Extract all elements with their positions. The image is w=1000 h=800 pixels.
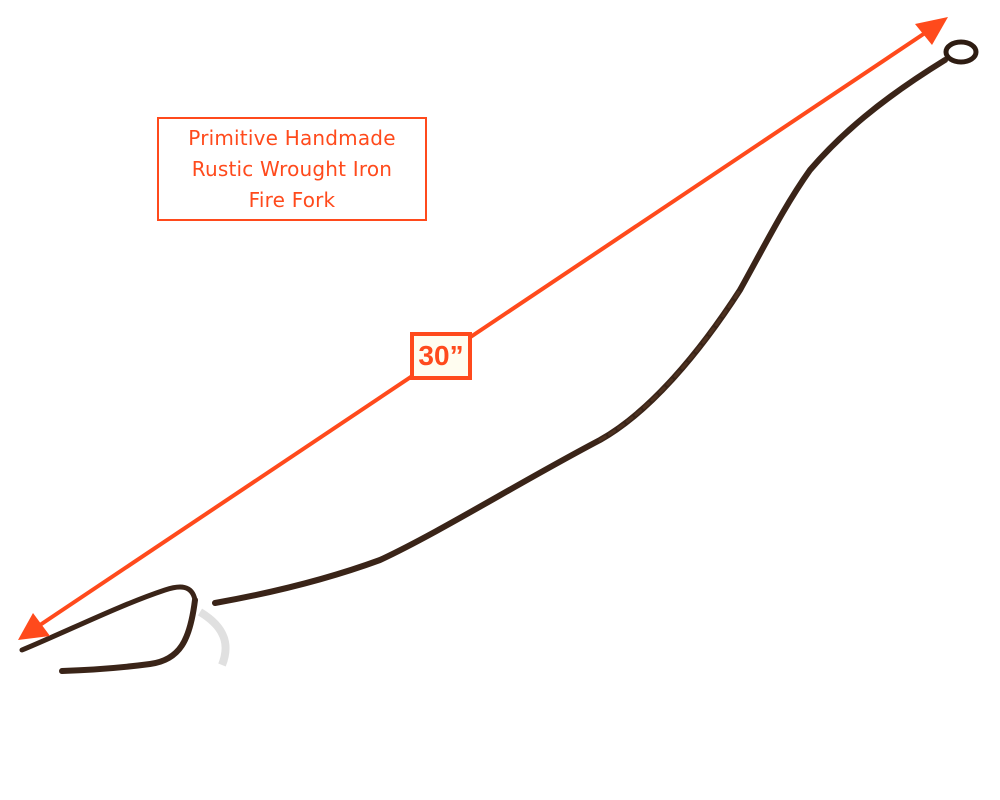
length-label-box: 30” (410, 332, 472, 380)
hanging-ring-icon (943, 39, 979, 65)
arrowhead-top-icon (915, 17, 948, 45)
fork-shadow (197, 608, 230, 667)
fork-top-tine (19, 584, 198, 653)
title-line-1: Primitive Handmade (188, 125, 396, 150)
arrowhead-bottom-icon (18, 613, 50, 640)
fork-bottom-tine (59, 597, 198, 674)
length-label: 30” (418, 340, 464, 371)
title-line-3: Fire Fork (248, 187, 336, 212)
title-line-2: Rustic Wrought Iron (191, 156, 393, 181)
dimension-arrow (18, 17, 948, 640)
product-title-box: Primitive Handmade Rustic Wrought Iron F… (157, 117, 427, 221)
wrought-iron-fork (19, 39, 979, 674)
